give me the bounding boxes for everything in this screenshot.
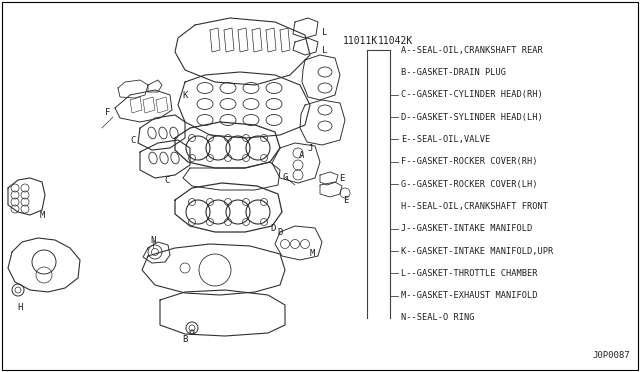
Text: D--GASKET-SYLINDER HEAD(LH): D--GASKET-SYLINDER HEAD(LH) [401, 112, 543, 122]
Text: H: H [17, 304, 22, 312]
Text: K: K [182, 90, 188, 99]
Text: M--GASKET-EXHAUST MANIFOLD: M--GASKET-EXHAUST MANIFOLD [401, 291, 538, 300]
Text: E--SEAL-OIL,VALVE: E--SEAL-OIL,VALVE [401, 135, 490, 144]
Text: L: L [323, 45, 328, 55]
Text: A: A [300, 151, 305, 160]
Text: L: L [323, 28, 328, 36]
Text: J0P0087: J0P0087 [593, 351, 630, 360]
Text: F: F [106, 108, 111, 116]
Text: G: G [282, 173, 288, 182]
Text: A--SEAL-OIL,CRANKSHAFT REAR: A--SEAL-OIL,CRANKSHAFT REAR [401, 45, 543, 55]
Text: G--GASKET-ROCKER COVER(LH): G--GASKET-ROCKER COVER(LH) [401, 180, 538, 189]
Text: 11042K: 11042K [378, 36, 413, 46]
Text: M: M [39, 211, 45, 219]
Text: E: E [343, 196, 349, 205]
Text: C: C [164, 176, 170, 185]
Text: F--GASKET-ROCKER COVER(RH): F--GASKET-ROCKER COVER(RH) [401, 157, 538, 166]
Text: J: J [307, 144, 313, 153]
Text: 11011K: 11011K [343, 36, 378, 46]
Text: C--GASKET-CYLINDER HEAD(RH): C--GASKET-CYLINDER HEAD(RH) [401, 90, 543, 99]
Text: M: M [309, 248, 315, 257]
Text: J--GASKET-INTAKE MANIFOLD: J--GASKET-INTAKE MANIFOLD [401, 224, 532, 233]
Text: B--GASKET-DRAIN PLUG: B--GASKET-DRAIN PLUG [401, 68, 506, 77]
Text: N--SEAL-O RING: N--SEAL-O RING [401, 314, 474, 323]
Text: N: N [150, 235, 156, 244]
Text: D: D [277, 228, 283, 237]
Text: H--SEAL-OIL,CRANKSHAFT FRONT: H--SEAL-OIL,CRANKSHAFT FRONT [401, 202, 548, 211]
Text: D: D [270, 224, 276, 232]
Text: C: C [131, 135, 136, 144]
Text: K--GASKET-INTAKE MANIFOLD,UPR: K--GASKET-INTAKE MANIFOLD,UPR [401, 247, 553, 256]
Text: L--GASKET-THROTTLE CHAMBER: L--GASKET-THROTTLE CHAMBER [401, 269, 538, 278]
Text: B: B [182, 336, 188, 344]
Text: E: E [339, 173, 345, 183]
